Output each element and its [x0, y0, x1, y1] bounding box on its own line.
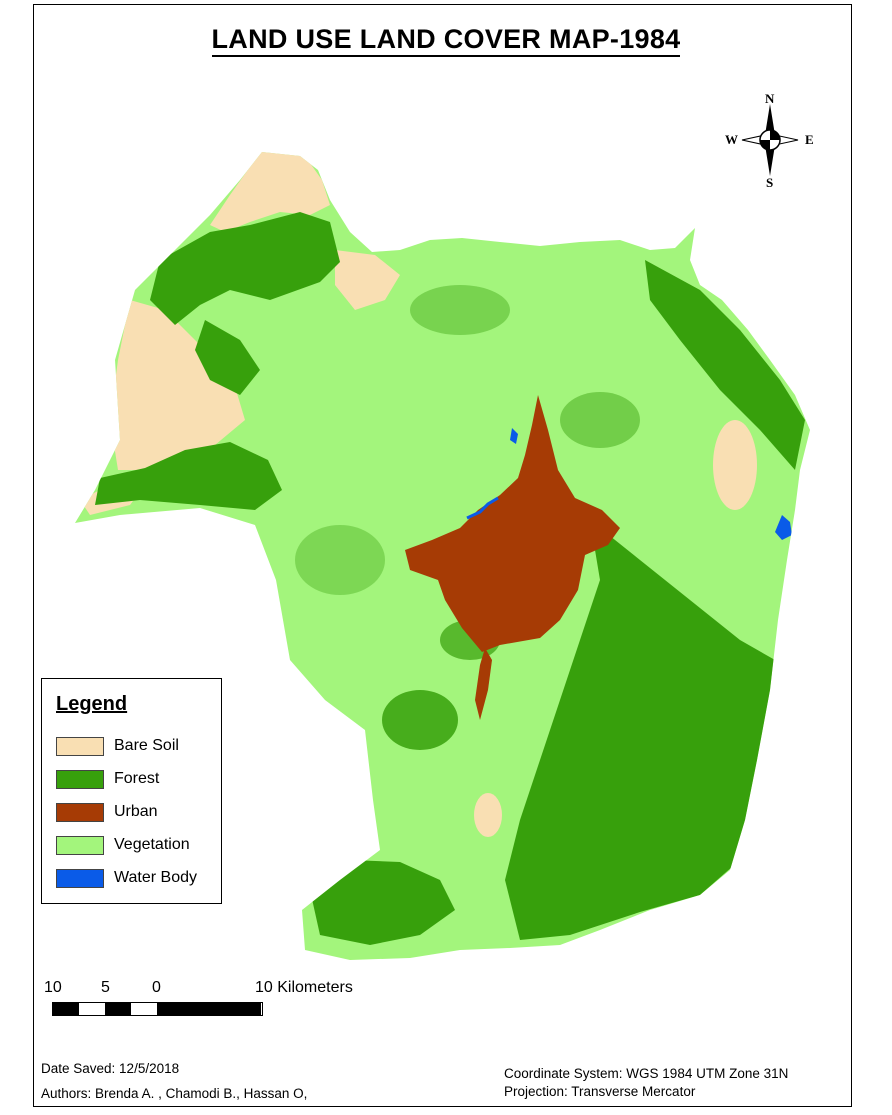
- scale-tick-label: 5: [101, 979, 110, 996]
- legend-label: Forest: [114, 770, 160, 787]
- scale-segment: [79, 1003, 105, 1015]
- legend: Legend Bare Soil Forest Urban Vegetation…: [41, 678, 222, 904]
- authors: Authors: Brenda A. , Chamodi B., Hassan …: [41, 1086, 308, 1101]
- coordinate-system: Coordinate System: WGS 1984 UTM Zone 31N: [504, 1066, 789, 1081]
- bare-soil-area: [474, 793, 502, 837]
- legend-item-urban: Urban: [56, 801, 158, 823]
- legend-item-bare-soil: Bare Soil: [56, 735, 179, 757]
- scale-segment: [157, 1003, 261, 1015]
- urban-area: [405, 395, 620, 652]
- legend-swatch: [56, 769, 104, 789]
- scale-end-label: 10 Kilometers: [255, 979, 353, 996]
- scale-segment: [131, 1003, 157, 1015]
- forest-area: [310, 860, 455, 945]
- legend-label: Bare Soil: [114, 737, 179, 754]
- compass-east-label: E: [805, 132, 814, 147]
- legend-swatch: [56, 802, 104, 822]
- forest-area: [645, 260, 805, 470]
- urban-area: [475, 648, 492, 720]
- bare-soil-area: [210, 152, 330, 232]
- water-body: [510, 428, 518, 444]
- scale-bar: [52, 1002, 263, 1016]
- compass-west-label: W: [725, 132, 738, 147]
- forest-area: [150, 212, 340, 325]
- compass-south-label: S: [766, 175, 774, 190]
- bare-soil-area: [335, 250, 400, 310]
- legend-label: Vegetation: [114, 836, 190, 853]
- scale-segment: [53, 1003, 79, 1015]
- scale-segment: [105, 1003, 131, 1015]
- legend-label: Water Body: [114, 869, 197, 886]
- legend-item-vegetation: Vegetation: [56, 834, 190, 856]
- map-title: LAND USE LAND COVER MAP-1984: [0, 24, 892, 57]
- water-body: [466, 496, 499, 520]
- forest-area: [195, 320, 260, 395]
- forest-area: [95, 442, 282, 510]
- projection: Projection: Transverse Mercator: [504, 1084, 696, 1099]
- forest-area: [505, 520, 775, 940]
- legend-swatch: [56, 736, 104, 756]
- date-saved: Date Saved: 12/5/2018: [41, 1061, 180, 1076]
- bare-soil-area: [110, 300, 245, 470]
- forest-area: [382, 690, 458, 750]
- legend-label: Urban: [114, 803, 158, 820]
- water-body: [775, 515, 792, 540]
- forest-area: [410, 285, 510, 335]
- map-frame: [33, 4, 852, 1107]
- forest-area: [295, 525, 385, 595]
- forest-area: [560, 392, 640, 448]
- legend-item-forest: Forest: [56, 768, 159, 790]
- scale-tick-label: 0: [152, 979, 161, 996]
- legend-title: Legend: [56, 693, 128, 715]
- north-arrow-icon: [741, 104, 799, 176]
- legend-item-water-body: Water Body: [56, 867, 197, 889]
- compass-north-label: N: [765, 91, 775, 106]
- scale-tick-label: 10: [44, 979, 62, 996]
- legend-swatch: [56, 835, 104, 855]
- bare-soil-area: [713, 420, 757, 510]
- legend-swatch: [56, 868, 104, 888]
